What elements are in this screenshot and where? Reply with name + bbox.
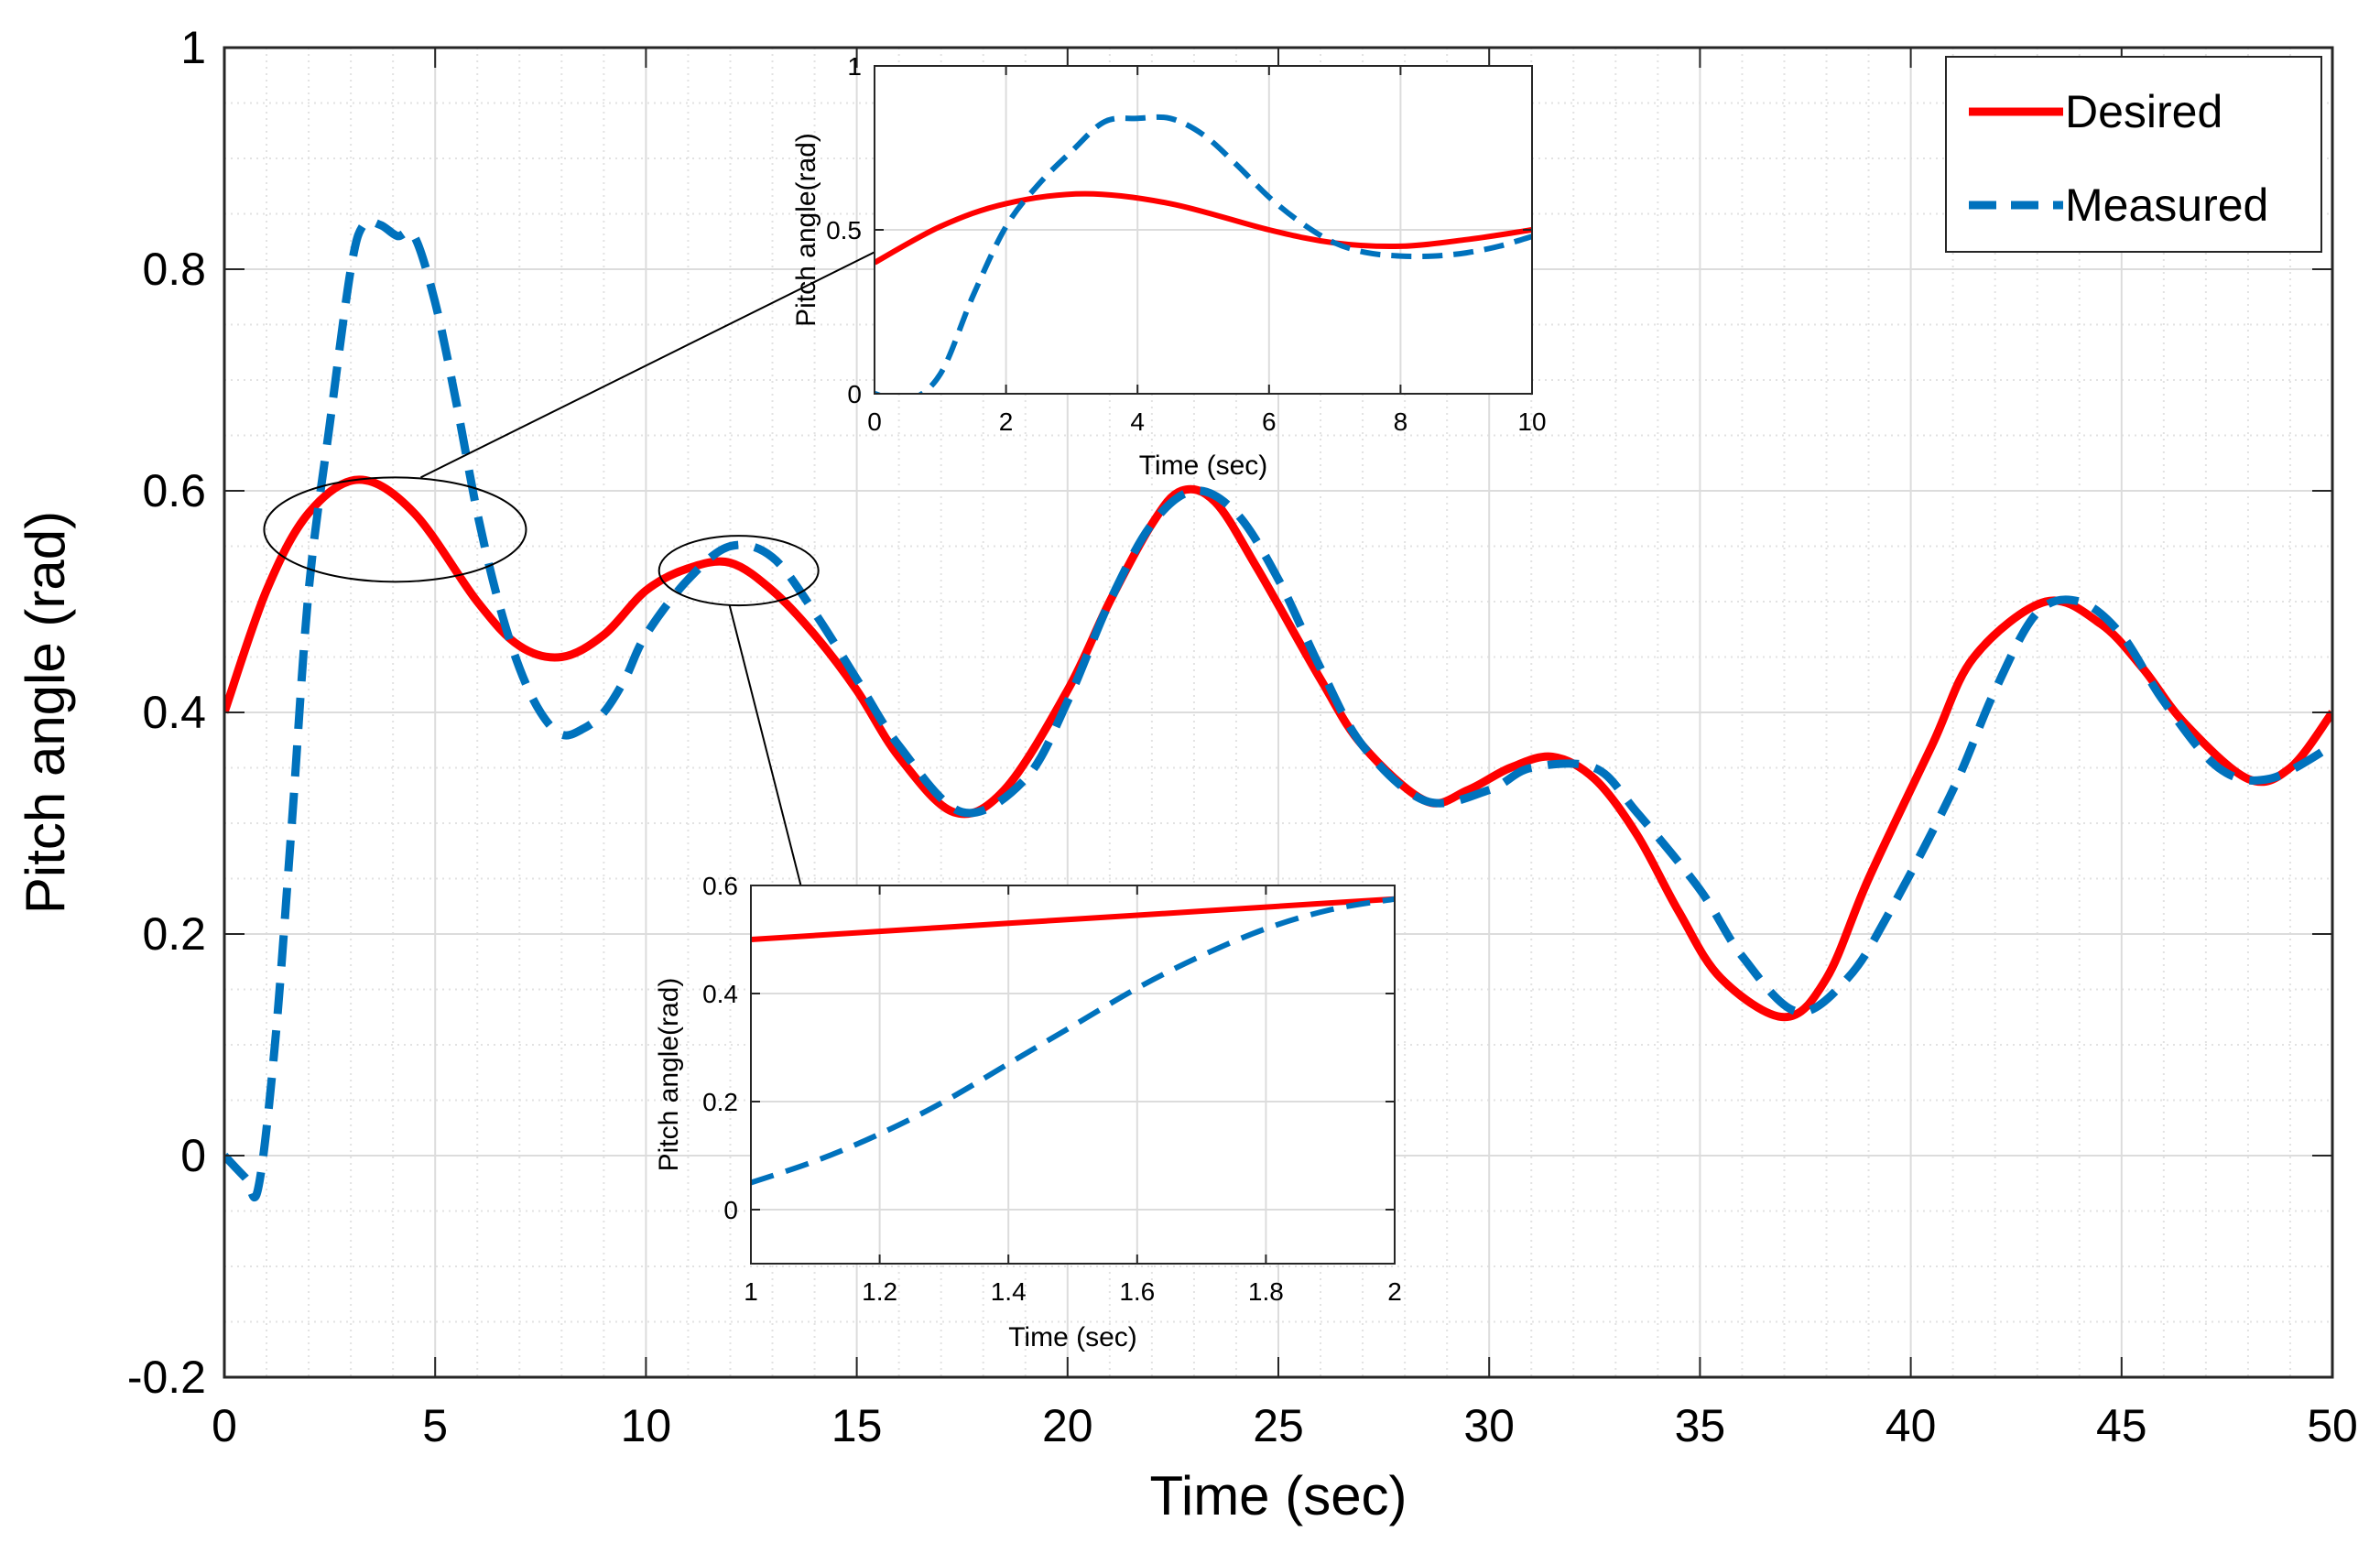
main-xtick-label: 25 — [1253, 1400, 1304, 1451]
inset1-xaxis-label: Time (sec) — [1139, 451, 1268, 481]
inset2-xtick-label: 1 — [744, 1277, 758, 1306]
zoom-arrow-upper — [420, 232, 916, 479]
main-xtick-label: 10 — [621, 1400, 672, 1451]
inset2-axes-frame — [750, 885, 1396, 1265]
zoom-ellipse-upper — [263, 476, 527, 583]
zoom-annotations — [263, 232, 916, 936]
main-ytick-label: 0.6 — [142, 465, 206, 516]
main-xtick-label: 50 — [2307, 1400, 2358, 1451]
main-ytick-label: 1 — [180, 22, 206, 73]
inset1-xtick-label: 8 — [1394, 407, 1408, 436]
inset1-xtick-label: 4 — [1130, 407, 1145, 436]
main-ytick-label: 0.2 — [142, 908, 206, 960]
main-xtick-label: 20 — [1042, 1400, 1093, 1451]
inset2-xaxis-label: Time (sec) — [1008, 1322, 1137, 1352]
main-xtick-label: 45 — [2096, 1400, 2147, 1451]
main-ytick-label: 0.8 — [142, 244, 206, 295]
main-xtick-label: 5 — [422, 1400, 448, 1451]
main-xtick-label: 0 — [212, 1400, 237, 1451]
inset1-series-measured — [875, 114, 1532, 394]
inset2-ytick-label: 0.4 — [702, 980, 738, 1008]
legend-label-measured: Measured — [2065, 179, 2268, 231]
main-xtick-label: 35 — [1675, 1400, 1726, 1451]
zoom-ellipse-lower — [657, 535, 820, 607]
main-xtick-label: 30 — [1463, 1400, 1515, 1451]
inset1-xtick-label: 6 — [1262, 407, 1277, 436]
inset2-ytick-label: 0.6 — [702, 872, 738, 900]
inset1-xtick-label: 2 — [999, 407, 1014, 436]
inset1-xtick-label: 10 — [1517, 407, 1546, 436]
main-yaxis-label: Pitch angle (rad) — [15, 511, 76, 914]
zoom-arrow-lower — [728, 604, 817, 936]
main-ytick-label: 0 — [180, 1130, 206, 1181]
inset1-series-desired — [875, 190, 1532, 266]
inset2-series-measured — [751, 896, 1395, 1186]
inset1-yaxis-label: Pitch angle(rad) — [791, 133, 821, 327]
inset1-series-group — [875, 114, 1532, 394]
main-xtick-label: 40 — [1886, 1400, 1937, 1451]
main-ytick-label: -0.2 — [127, 1352, 206, 1403]
inset1-xtick-label: 0 — [867, 407, 882, 436]
inset2-xtick-label: 1.6 — [1119, 1277, 1155, 1306]
inset2-xtick-label: 1.4 — [991, 1277, 1027, 1306]
inset2-ytick-label: 0.2 — [702, 1088, 738, 1116]
inset2-series-desired — [751, 896, 1395, 942]
inset2-xtick-label: 1.8 — [1248, 1277, 1284, 1306]
inset2-series-group — [751, 896, 1395, 1186]
inset2-yaxis-label: Pitch angle(rad) — [654, 978, 684, 1172]
main-xaxis-label: Time (sec) — [1149, 1465, 1407, 1526]
inset-plot-lower: 1 1.2 1.4 1.6 1.8 2 0 0.2 0.4 0.6 Time (sec) Pitch … — [654, 872, 1402, 1352]
main-series-desired — [224, 475, 2332, 1022]
inset1-ytick-label: 0.5 — [826, 216, 862, 244]
inset2-plot-area — [751, 885, 1395, 1264]
main-ytick-label: 0.4 — [142, 687, 206, 738]
inset1-ytick-label: 1 — [847, 52, 862, 81]
inset1-ytick-label: 0 — [847, 380, 862, 408]
inset2-xtick-label: 2 — [1387, 1277, 1402, 1306]
inset2-xtick-label: 1.2 — [862, 1277, 897, 1306]
main-xtick-label: 15 — [831, 1400, 883, 1451]
legend-label-desired: Desired — [2065, 86, 2222, 137]
legend-box — [1945, 56, 2322, 253]
inset2-ytick-label: 0 — [723, 1196, 738, 1224]
legend: Desired Measured — [1945, 56, 2322, 253]
inset-plot-upper: 0 2 4 6 8 10 0 0.5 1 Time (sec) Pitch angle(rad) — [791, 52, 1547, 481]
main-series-group — [224, 217, 2332, 1201]
